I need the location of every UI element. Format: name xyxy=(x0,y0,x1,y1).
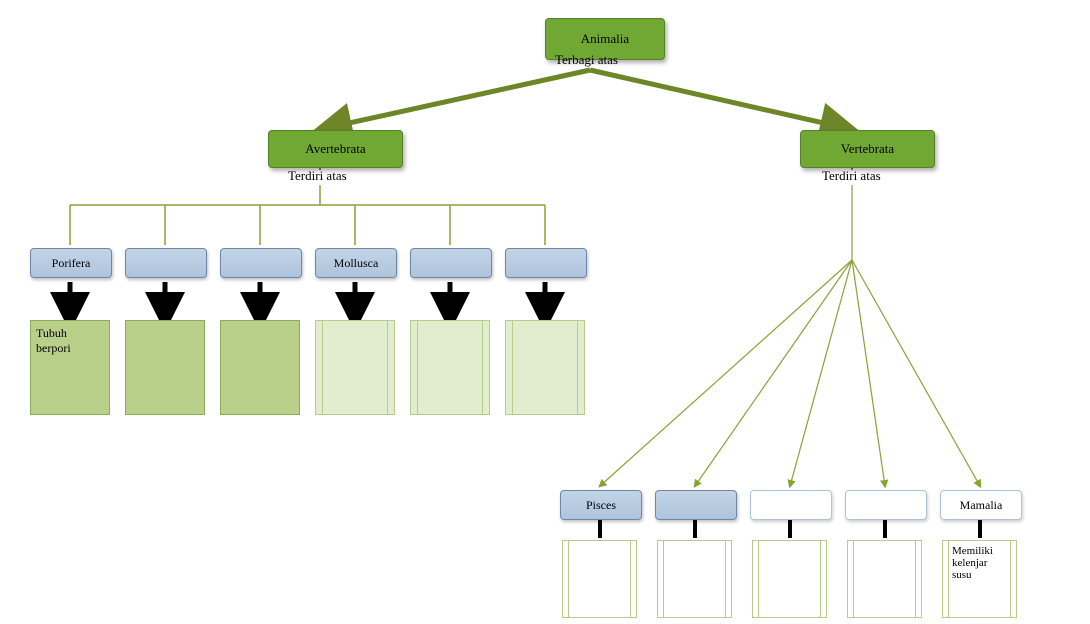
av-item-box xyxy=(505,248,587,278)
vb-item-box xyxy=(750,490,832,520)
av-item-label: Mollusca xyxy=(334,256,379,271)
vb-item-label: Mamalia xyxy=(960,498,1003,513)
av-item-box xyxy=(125,248,207,278)
av-desc-text: Tubuh berpori xyxy=(36,326,71,355)
av-desc-card xyxy=(505,320,585,415)
av-item-box xyxy=(410,248,492,278)
av-desc-card xyxy=(410,320,490,415)
vb-desc-text: Memiliki kelenjar susu xyxy=(952,545,993,581)
av-item-box: Porifera xyxy=(30,248,112,278)
vb-desc-card xyxy=(657,540,732,618)
root-relation: Terbagi atas xyxy=(555,52,618,68)
vb-desc-card: Memiliki kelenjar susu xyxy=(942,540,1017,618)
vb-item-box xyxy=(845,490,927,520)
vb-item-box: Pisces xyxy=(560,490,642,520)
left-branch-label: Avertebrata xyxy=(305,141,365,157)
left-relation: Terdiri atas xyxy=(288,168,347,184)
right-branch-box: Vertebrata xyxy=(800,130,935,168)
vb-desc-card xyxy=(847,540,922,618)
edges-svg xyxy=(0,0,1090,624)
vb-item-box: Mamalia xyxy=(940,490,1022,520)
av-desc-card xyxy=(315,320,395,415)
left-branch-box: Avertebrata xyxy=(268,130,403,168)
vb-desc-card xyxy=(562,540,637,618)
diagram-root: Animalia Terbagi atas Avertebrata Terdir… xyxy=(0,0,1090,624)
right-relation: Terdiri atas xyxy=(822,168,881,184)
av-item-label: Porifera xyxy=(52,256,91,271)
av-desc-card xyxy=(125,320,205,415)
root-label: Animalia xyxy=(581,31,629,47)
vb-desc-card xyxy=(752,540,827,618)
right-branch-label: Vertebrata xyxy=(841,141,894,157)
vb-item-box xyxy=(655,490,737,520)
vb-item-label: Pisces xyxy=(586,498,616,513)
av-item-box: Mollusca xyxy=(315,248,397,278)
av-item-box xyxy=(220,248,302,278)
av-desc-card: Tubuh berpori xyxy=(30,320,110,415)
av-desc-card xyxy=(220,320,300,415)
